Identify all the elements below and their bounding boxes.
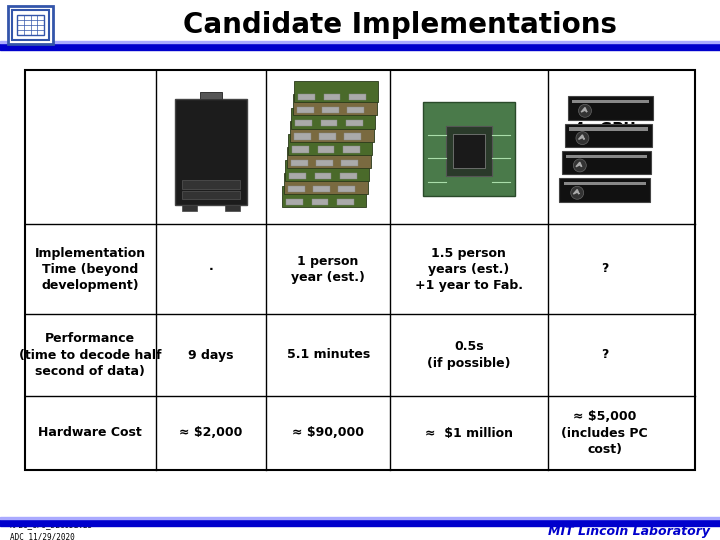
Bar (559, 178, 650, 201)
Text: 9x FPGA: 9x FPGA (292, 122, 364, 137)
Text: PC: PC (200, 122, 222, 137)
Bar (288, 186, 305, 192)
Text: HPEC_GPU_DECODE.25
ADC 11/29/2020: HPEC_GPU_DECODE.25 ADC 11/29/2020 (10, 521, 94, 540)
Bar (284, 173, 368, 194)
Bar (17, 15, 44, 35)
Circle shape (571, 186, 584, 199)
Bar (298, 94, 315, 100)
Bar (182, 205, 197, 211)
Polygon shape (573, 190, 579, 194)
Text: ?: ? (601, 348, 608, 361)
Bar (316, 160, 333, 166)
Bar (8, 6, 53, 44)
Text: MIT Lincoln Laboratory: MIT Lincoln Laboratory (548, 524, 710, 537)
Bar (285, 160, 369, 181)
Bar (562, 151, 651, 174)
Bar (291, 107, 375, 129)
Bar (348, 94, 366, 100)
Bar (0, 520, 720, 526)
Bar (564, 182, 646, 185)
Text: ≈ $90,000: ≈ $90,000 (292, 427, 364, 440)
Bar (341, 160, 358, 166)
Bar (297, 107, 314, 113)
Bar (337, 199, 354, 205)
Circle shape (573, 159, 586, 172)
Text: ≈  $1 million: ≈ $1 million (425, 427, 513, 440)
Bar (0, 44, 720, 50)
Text: Implementation
Time (beyond
development): Implementation Time (beyond development) (35, 246, 146, 292)
Polygon shape (576, 162, 582, 167)
Bar (568, 97, 653, 119)
Bar (312, 199, 328, 205)
Text: 0.5s
(if possible): 0.5s (if possible) (427, 341, 510, 369)
Bar (320, 120, 338, 126)
Bar (292, 94, 377, 116)
Bar (446, 126, 492, 176)
Bar (570, 127, 648, 131)
Bar (313, 186, 330, 192)
Bar (287, 199, 303, 205)
Bar (0, 41, 720, 43)
Bar (291, 160, 307, 166)
Text: 1 person
year (est.): 1 person year (est.) (291, 254, 365, 284)
Bar (338, 186, 355, 192)
Text: ASIC: ASIC (449, 122, 489, 137)
Bar (175, 99, 247, 205)
Text: ·: · (209, 262, 213, 275)
Bar (287, 147, 371, 168)
Bar (282, 186, 366, 207)
Bar (289, 173, 306, 179)
Bar (347, 107, 364, 113)
Bar (344, 133, 361, 140)
Bar (565, 124, 652, 147)
Bar (0, 517, 720, 519)
Polygon shape (581, 107, 587, 112)
Bar (182, 180, 240, 189)
Text: ?: ? (601, 262, 608, 275)
Bar (315, 173, 331, 179)
Bar (12, 10, 49, 40)
Text: ≈ $2,000: ≈ $2,000 (179, 427, 243, 440)
Bar (289, 120, 374, 141)
Bar (319, 133, 336, 140)
Bar (323, 94, 341, 100)
Bar (346, 120, 363, 126)
Circle shape (576, 132, 589, 145)
Bar (423, 102, 515, 197)
Polygon shape (579, 135, 585, 139)
Bar (343, 146, 360, 153)
Bar (572, 100, 649, 103)
Bar (182, 191, 240, 199)
Bar (294, 81, 378, 102)
Text: Performance
(time to decode half
second of data): Performance (time to decode half second … (19, 333, 161, 377)
Bar (292, 146, 309, 153)
Text: Candidate Implementations: Candidate Implementations (183, 11, 617, 39)
Bar (294, 133, 310, 140)
Text: 1.5 person
years (est.)
+1 year to Fab.: 1.5 person years (est.) +1 year to Fab. (415, 246, 523, 292)
Text: 4x GPU: 4x GPU (574, 122, 636, 137)
Text: Hardware Cost: Hardware Cost (38, 427, 142, 440)
Bar (567, 154, 647, 158)
Text: 5.1 minutes: 5.1 minutes (287, 348, 370, 361)
Bar (340, 173, 356, 179)
Bar (25, 70, 695, 470)
Text: 9 days: 9 days (188, 348, 234, 361)
Bar (322, 107, 339, 113)
Bar (288, 134, 372, 155)
Bar (453, 133, 485, 168)
Bar (225, 205, 240, 211)
Bar (295, 120, 312, 126)
Bar (318, 146, 334, 153)
Text: ≈ $5,000
(includes PC
cost): ≈ $5,000 (includes PC cost) (561, 410, 648, 456)
Circle shape (579, 104, 592, 117)
Bar (200, 92, 222, 99)
